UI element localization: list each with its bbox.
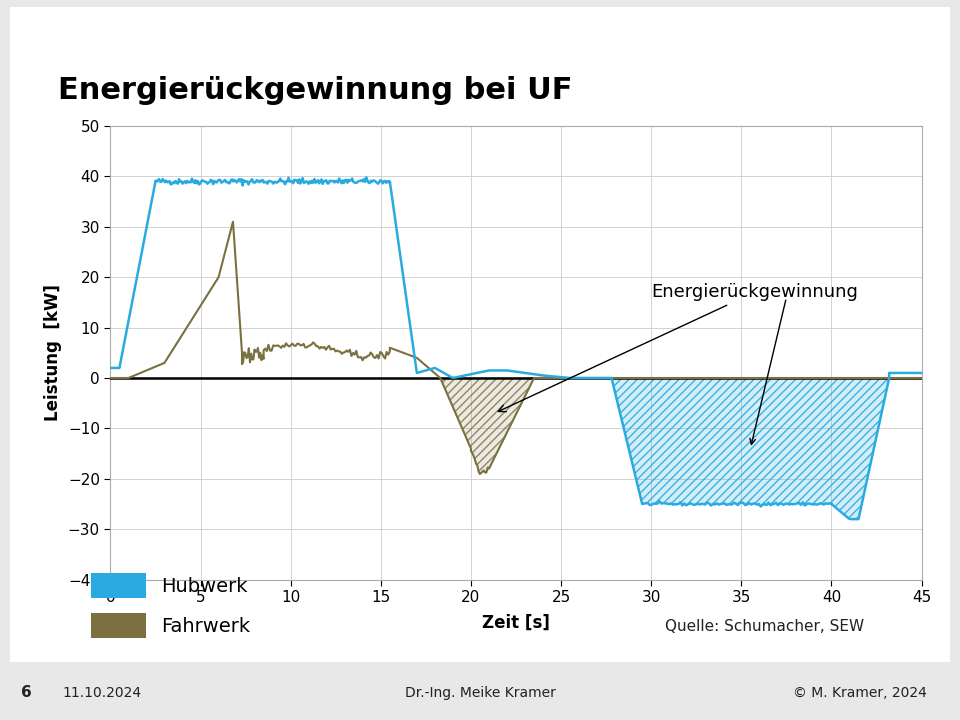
Text: Energierückgewinnung bei UF: Energierückgewinnung bei UF (58, 76, 572, 104)
X-axis label: Zeit [s]: Zeit [s] (482, 613, 550, 631)
Text: Quelle: Schumacher, SEW: Quelle: Schumacher, SEW (665, 619, 864, 634)
Text: Dr.-Ing. Meike Kramer: Dr.-Ing. Meike Kramer (404, 685, 556, 700)
Text: Energierückgewinnung: Energierückgewinnung (498, 283, 858, 412)
Text: © M. Kramer, 2024: © M. Kramer, 2024 (793, 685, 926, 700)
Legend: Hubwerk, Fahrwerk: Hubwerk, Fahrwerk (91, 572, 251, 638)
Y-axis label: Leistung  [kW]: Leistung [kW] (44, 284, 62, 421)
Text: 11.10.2024: 11.10.2024 (62, 685, 141, 700)
Text: 6: 6 (21, 685, 32, 700)
